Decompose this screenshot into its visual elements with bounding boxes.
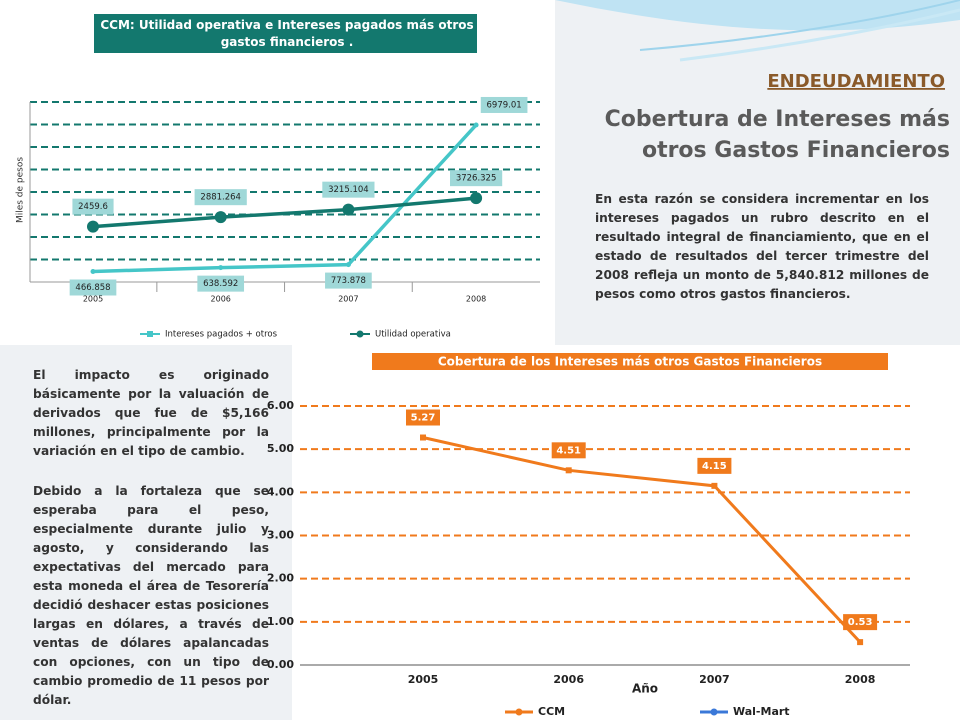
data-point — [470, 192, 483, 205]
value-label-box — [551, 442, 586, 459]
value-label: 5.27 — [411, 413, 436, 424]
value-label: 3215.104 — [328, 185, 369, 195]
x-tick-label: 2006 — [553, 673, 584, 686]
legend-marker — [356, 330, 364, 338]
slide-title: Cobertura de Intereses más otros Gastos … — [604, 107, 950, 163]
legend-label: Intereses pagados + otros — [165, 330, 278, 340]
value-label-box — [69, 279, 117, 296]
x-tick-label: 2005 — [408, 673, 439, 686]
chart-title: CCM: Utilidad operativa e Intereses paga… — [100, 18, 474, 49]
value-label-box — [72, 198, 114, 215]
value-label: 466.858 — [75, 283, 110, 293]
y-tick-label: 6.00 — [267, 399, 294, 412]
series-line — [422, 436, 862, 644]
decor — [639, 0, 960, 51]
value-label-box — [843, 614, 878, 631]
value-label: 2881.264 — [200, 193, 241, 203]
decor — [679, 8, 960, 62]
value-label: 773.878 — [331, 276, 366, 286]
value-label: 6979.01 — [487, 100, 522, 110]
paragraph: En esta razón se considera incrementar e… — [595, 192, 929, 301]
value-label-box — [480, 96, 528, 113]
value-label-box — [194, 189, 247, 206]
value-label: 0.53 — [848, 617, 873, 628]
y-tick-label: 0.00 — [267, 658, 294, 671]
title-box — [372, 353, 888, 370]
value-label: 638.592 — [203, 279, 238, 289]
legend-label: Wal-Mart — [733, 705, 790, 718]
section-title: ENDEUDAMIENTO — [767, 71, 945, 92]
y-tick-label: 2.00 — [267, 572, 294, 585]
x-tick-label: 2008 — [845, 673, 876, 686]
paragraph: Debido a la fortaleza que se esperaba pa… — [33, 484, 269, 707]
value-label: 3726.325 — [456, 174, 497, 184]
x-tick-label: 2005 — [83, 295, 103, 304]
legend-marker — [515, 708, 523, 716]
data-point — [473, 122, 479, 128]
series-line — [92, 196, 477, 229]
data-point — [218, 265, 224, 271]
y-axis-label: Miles de pesos — [16, 157, 26, 223]
value-label-box — [697, 457, 732, 474]
data-point — [342, 203, 355, 216]
data-point — [711, 482, 718, 489]
y-tick-label: 1.00 — [267, 615, 294, 628]
data-point — [565, 467, 572, 474]
value-label-box — [322, 181, 375, 198]
x-tick-label: 2008 — [466, 295, 486, 304]
data-point — [857, 639, 864, 646]
y-tick-label: 4.00 — [267, 485, 294, 498]
title-box — [94, 14, 477, 53]
legend-label: CCM — [538, 705, 565, 718]
y-tick-label: 5.00 — [267, 442, 294, 455]
value-label-box — [197, 275, 245, 292]
series-line — [92, 123, 478, 274]
x-tick-label: 2007 — [699, 673, 730, 686]
data-point — [420, 434, 426, 441]
legend-marker — [710, 708, 718, 716]
chart-title-wrap: CCM: Utilidad operativa e Intereses paga… — [100, 18, 474, 49]
x-axis-label: Año — [632, 682, 658, 696]
value-label-box — [325, 272, 372, 289]
value-label: 4.51 — [556, 445, 581, 456]
paragraph: El impacto es originado básicamente por … — [33, 368, 269, 458]
value-label-box — [450, 170, 503, 187]
legend-marker — [147, 331, 153, 337]
y-tick-label: 3.00 — [267, 529, 294, 542]
x-tick-label: 2007 — [338, 295, 358, 304]
legend-label: Utilidad operativa — [375, 330, 451, 340]
value-label: 2459.6 — [78, 202, 108, 212]
data-point — [214, 211, 227, 224]
x-tick-label: 2006 — [211, 295, 231, 304]
panel-right — [555, 0, 960, 345]
data-point — [90, 268, 96, 274]
data-point — [345, 262, 351, 268]
chart-title: Cobertura de los Intereses más otros Gas… — [438, 355, 822, 369]
data-point — [87, 220, 99, 233]
value-label-box — [406, 409, 440, 426]
panel-left — [0, 345, 292, 720]
decor — [555, 0, 960, 31]
value-label: 4.15 — [702, 461, 727, 472]
